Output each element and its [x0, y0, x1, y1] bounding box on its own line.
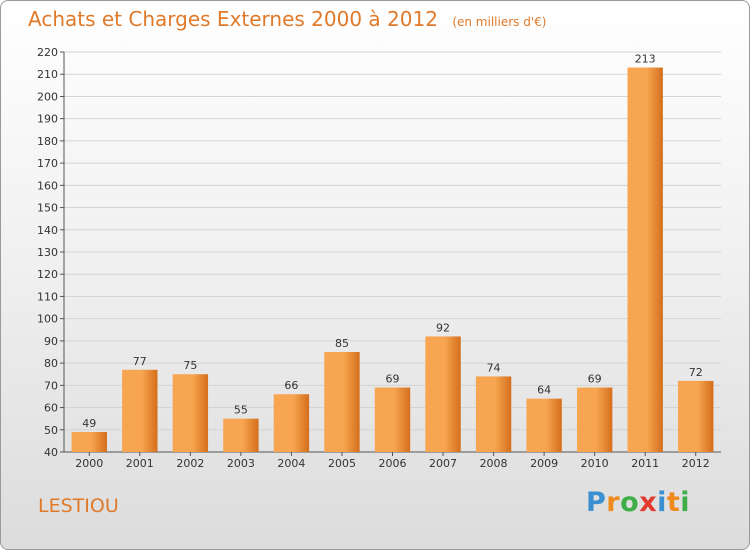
x-tick-label: 2012 [682, 457, 710, 470]
y-tick-label: 90 [44, 335, 58, 348]
x-tick-label: 2000 [75, 457, 103, 470]
data-label: 64 [537, 384, 551, 397]
x-tick-label: 2003 [227, 457, 255, 470]
y-tick-label: 80 [44, 357, 58, 370]
unit-text: (en milliers d'€) [452, 15, 547, 29]
data-label: 75 [183, 359, 197, 372]
y-tick-label: 180 [37, 135, 58, 148]
x-tick-label: 2001 [126, 457, 154, 470]
proxiti-logo: Proxiti [586, 487, 690, 518]
bar [374, 387, 411, 452]
title-text: Achats et Charges Externes 2000 à 2012 [28, 7, 438, 31]
data-label: 77 [133, 355, 147, 368]
data-label: 69 [588, 373, 602, 386]
bar [223, 418, 259, 452]
bar [678, 380, 714, 452]
x-tick-label: 2009 [530, 457, 558, 470]
bar [71, 432, 107, 452]
data-label: 49 [82, 417, 96, 430]
data-label: 55 [234, 404, 248, 417]
logo-letter: o [620, 487, 640, 518]
data-label: 213 [635, 53, 656, 66]
y-tick-label: 100 [37, 313, 58, 326]
data-label: 74 [487, 361, 501, 374]
y-tick-label: 70 [44, 379, 58, 392]
y-tick-label: 140 [37, 224, 58, 237]
y-tick-label: 110 [37, 290, 58, 303]
logo-letter: x [639, 487, 658, 518]
chart-title: Achats et Charges Externes 2000 à 2012 (… [28, 7, 546, 31]
logo-letter: i [680, 487, 691, 518]
x-tick-label: 2007 [429, 457, 457, 470]
logo-letter: r [606, 487, 621, 518]
logo-letter: t [666, 487, 681, 518]
axes: 40 50 60 70 80 90 100 110 120 130 140 150 160 170 180 1… [37, 46, 721, 459]
x-tick-label: 2004 [277, 457, 305, 470]
bar [627, 67, 663, 453]
bar [576, 387, 613, 452]
logo-letter: i [657, 487, 667, 518]
y-tick-label: 50 [44, 424, 58, 437]
y-tick-label: 210 [37, 68, 58, 81]
data-label: 72 [689, 366, 703, 379]
bar [526, 398, 562, 452]
y-tick-label: 150 [37, 202, 58, 215]
data-label: 69 [386, 373, 400, 386]
bar [475, 376, 512, 452]
data-label: 85 [335, 337, 349, 350]
bar [425, 336, 461, 452]
bar [324, 352, 360, 452]
commune-name: LESTIOU [38, 495, 119, 517]
bar [172, 374, 209, 452]
y-tick-label: 220 [37, 46, 58, 59]
bars [71, 67, 714, 453]
x-tick-label: 2002 [176, 457, 204, 470]
data-label: 66 [284, 379, 298, 392]
x-tick-label: 2010 [581, 457, 609, 470]
bar [273, 394, 310, 452]
x-tick-label: 2011 [631, 457, 659, 470]
labels: 49 2000 77 2001 75 2002 55 2003 66 2004 85 2005 69 20… [75, 53, 709, 470]
data-label: 92 [436, 321, 450, 334]
y-tick-label: 60 [44, 402, 58, 415]
logo-letter: P [586, 487, 607, 518]
y-tick-label: 190 [37, 113, 58, 126]
y-tick-label: 40 [44, 446, 58, 459]
x-tick-label: 2006 [379, 457, 407, 470]
x-tick-label: 2005 [328, 457, 356, 470]
x-tick-label: 2008 [480, 457, 508, 470]
bar [122, 369, 158, 452]
y-tick-label: 200 [37, 90, 58, 103]
y-tick-label: 130 [37, 246, 58, 259]
y-tick-label: 170 [37, 157, 58, 170]
y-tick-label: 120 [37, 268, 58, 281]
y-tick-label: 160 [37, 179, 58, 192]
